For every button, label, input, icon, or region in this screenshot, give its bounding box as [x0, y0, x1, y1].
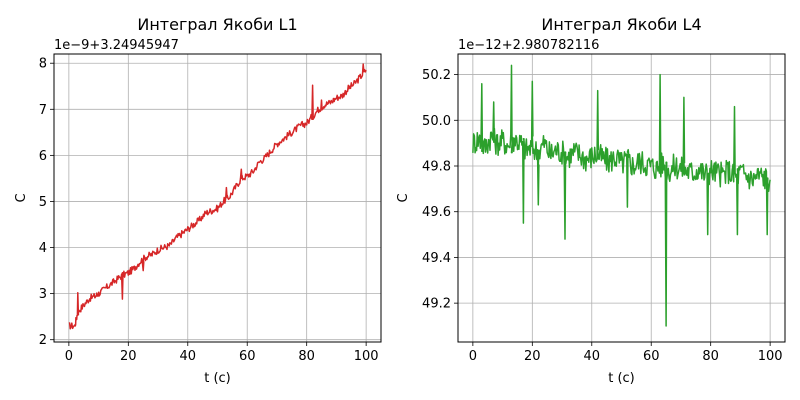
chart-l4: 0 20 40 60 80 100 49.2 49.4 49.6 49.8 50.0 50.2 Инте… [396, 15, 786, 386]
y-axis-label: C [396, 193, 411, 202]
y-tick-label: 49.6 [422, 205, 451, 220]
y-tick-label: 7 [39, 103, 47, 118]
x-tick-label: 100 [758, 349, 783, 364]
y-tick-label: 5 [39, 195, 47, 210]
x-tick-label: 60 [643, 349, 660, 364]
x-tick-label: 80 [702, 349, 719, 364]
axis-offset-text: 1e−12+2.980782116 [458, 38, 599, 53]
x-tick-label: 0 [65, 349, 73, 364]
x-tick-label: 20 [120, 349, 137, 364]
y-tick-label: 3 [39, 287, 47, 302]
y-tick-label: 49.4 [422, 251, 451, 266]
axes-frame [53, 53, 382, 343]
chart-title: Интеграл Якоби L1 [137, 15, 297, 34]
chart-l1: 0 20 40 60 80 100 2 3 4 5 6 7 8 Интеграл Якоби L1 1e−9… [14, 15, 382, 386]
x-tick-label: 20 [524, 349, 541, 364]
series-line [68, 63, 367, 330]
series-line [472, 64, 771, 327]
y-axis-label: C [14, 193, 29, 202]
x-tick-label: 40 [179, 349, 196, 364]
chart-title: Интеграл Якоби L4 [541, 15, 701, 34]
y-tick-label: 49.8 [422, 160, 451, 175]
axes-frame [457, 53, 786, 343]
x-tick-label: 80 [298, 349, 315, 364]
x-tick-label: 100 [354, 349, 379, 364]
axis-offset-text: 1e−9+3.24945947 [54, 38, 179, 53]
y-tick-label: 50.0 [422, 114, 451, 129]
y-tick-label: 4 [39, 241, 47, 256]
y-tick-label: 8 [39, 57, 47, 72]
y-tick-label: 6 [39, 149, 47, 164]
y-tick-label: 49.2 [422, 297, 451, 312]
x-axis-label: t (c) [608, 371, 635, 386]
x-tick-label: 60 [239, 349, 256, 364]
x-tick-label: 40 [583, 349, 600, 364]
y-tick-label: 2 [39, 333, 47, 348]
y-tick-label: 50.2 [422, 68, 451, 83]
x-axis-label: t (c) [204, 371, 231, 386]
x-tick-label: 0 [469, 349, 477, 364]
